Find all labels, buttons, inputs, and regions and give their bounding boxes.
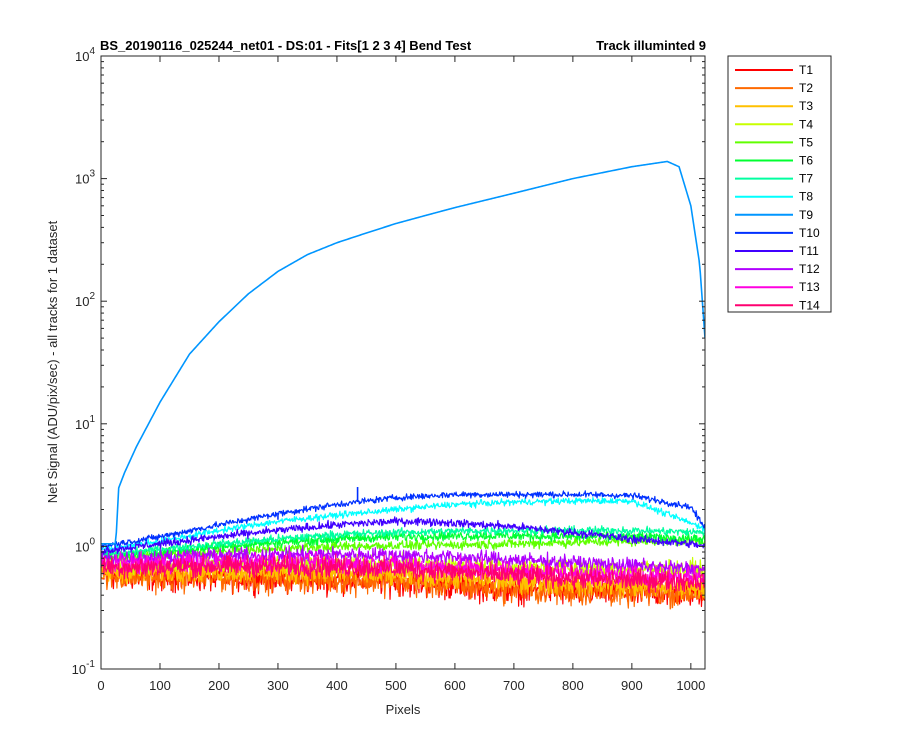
y-tick-label: 103 — [75, 169, 95, 187]
y-tick-base: 10 — [75, 294, 89, 309]
legend-label: T11 — [799, 244, 819, 258]
x-tick-label: 300 — [267, 678, 289, 693]
y-tick-exponent: 1 — [89, 414, 95, 425]
y-tick-base: 10 — [72, 662, 86, 677]
series-line-t7 — [101, 524, 705, 559]
x-tick-label: 100 — [149, 678, 171, 693]
series-line-t12 — [101, 544, 705, 578]
legend-label: T1 — [799, 63, 813, 77]
legend-label: T4 — [799, 117, 813, 131]
legend: T1 T2 T3 T4 T5 T6 T7 T8 T9 T10 T11 T12 T13 T14 — [727, 55, 832, 313]
legend-label: T13 — [799, 280, 820, 294]
x-axis: 0 100 200 300 400 500 600 700 800 900 1000 — [97, 56, 705, 693]
y-axis-label: Net Signal (ADU/pix/sec) - all tracks fo… — [45, 220, 60, 503]
x-axis-label: Pixels — [386, 702, 421, 717]
y-tick-exponent: 4 — [89, 46, 95, 57]
y-tick-exponent: -1 — [86, 659, 95, 670]
chart-title: BS_20190116_025244_net01 - DS:01 - Fits[… — [100, 38, 472, 53]
x-tick-label: 500 — [385, 678, 407, 693]
y-tick-label: 102 — [75, 291, 95, 309]
series-line-t14 — [101, 553, 705, 594]
x-tick-label: 700 — [503, 678, 525, 693]
x-tick-label: 400 — [326, 678, 348, 693]
x-tick-label: 0 — [97, 678, 104, 693]
x-tick-label: 900 — [621, 678, 643, 693]
y-tick-exponent: 0 — [89, 536, 95, 547]
legend-label: T8 — [799, 190, 813, 204]
legend-label: T7 — [799, 172, 813, 186]
series-layer — [101, 160, 705, 610]
x-tick-label: 1000 — [676, 678, 705, 693]
legend-label: T3 — [799, 99, 813, 113]
y-tick-label: 104 — [75, 46, 95, 64]
y-tick-base: 10 — [75, 539, 89, 554]
y-tick-base: 10 — [75, 172, 89, 187]
y-tick-label: 100 — [75, 536, 95, 554]
y-tick-exponent: 2 — [89, 291, 95, 302]
x-tick-label: 600 — [444, 678, 466, 693]
legend-label: T12 — [799, 262, 820, 276]
series-line-t10 — [101, 490, 705, 551]
legend-label: T9 — [799, 208, 813, 222]
series-line-t5 — [101, 533, 705, 564]
y-tick-exponent: 3 — [89, 169, 95, 180]
y-tick-label: 10-1 — [72, 659, 96, 677]
legend-label: T10 — [799, 226, 820, 240]
y-tick-label: 101 — [75, 414, 95, 432]
series-line-t11 — [101, 516, 705, 555]
x-tick-label: 800 — [562, 678, 584, 693]
legend-label: T5 — [799, 135, 813, 149]
legend-label: T2 — [799, 81, 813, 95]
y-tick-base: 10 — [75, 49, 89, 64]
plot-frame — [100, 55, 706, 670]
legend-label: T6 — [799, 154, 813, 168]
chart-subtitle: Track illuminted 9 — [596, 38, 706, 53]
x-tick-label: 200 — [208, 678, 230, 693]
series-line-t9 — [101, 160, 705, 545]
legend-label: T14 — [799, 298, 820, 312]
y-tick-base: 10 — [75, 417, 89, 432]
